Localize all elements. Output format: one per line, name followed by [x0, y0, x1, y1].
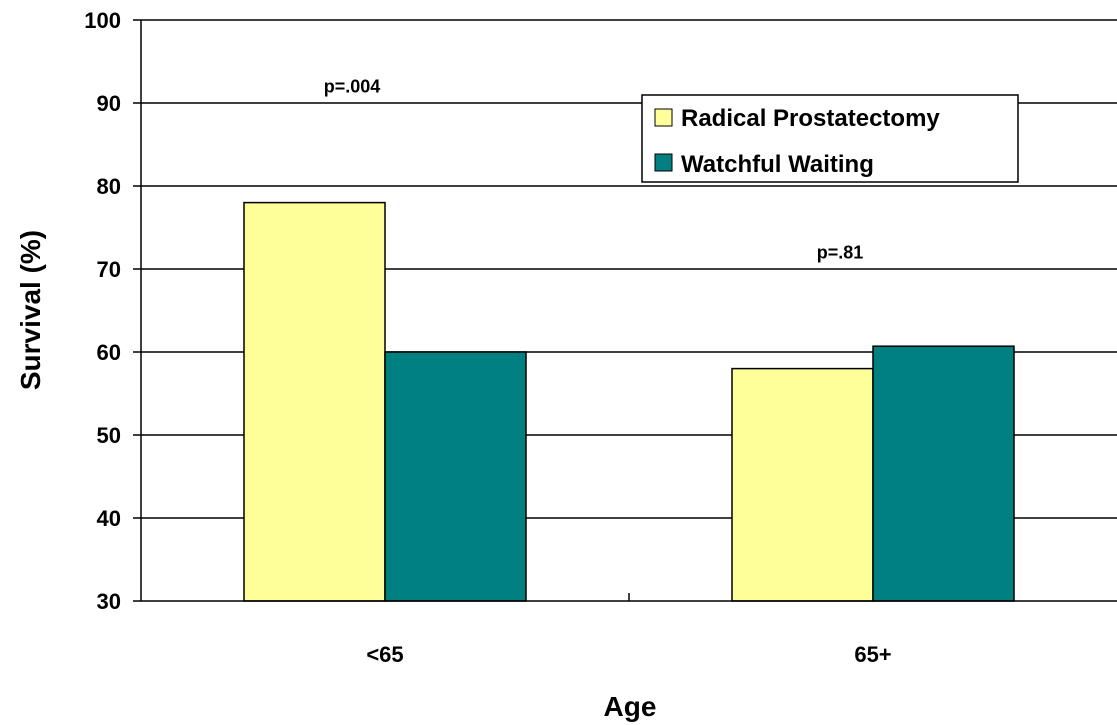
axes	[140, 20, 1117, 602]
y-tick-label-90: 90	[97, 91, 121, 116]
legend: Radical Prostatectomy Watchful Waiting	[641, 94, 1019, 183]
x-tick-label-0: <65	[366, 642, 403, 667]
x-tick-label-1: 65+	[854, 642, 891, 667]
legend-swatch-radical-prostatectomy	[654, 108, 673, 127]
y-tick-label-100: 100	[84, 8, 121, 33]
y-tick-label-60: 60	[97, 340, 121, 365]
bar-radical-prostatectomy-under-65	[243, 201, 386, 602]
y-tick-label-40: 40	[97, 506, 121, 531]
bar-radical-prostatectomy-65	[731, 367, 874, 602]
bars	[243, 201, 1015, 602]
y-axis-title: Survival (%)	[15, 230, 46, 390]
y-tick-labels: 30 40 50 60 70 80 90 100	[84, 8, 121, 614]
legend-box	[641, 94, 1019, 183]
legend-label-radical-prostatectomy: Radical Prostatectomy	[681, 105, 940, 132]
legend-swatch-watchful-waiting	[654, 153, 673, 172]
x-tick-labels: <65 65+	[366, 642, 891, 667]
y-tick-label-50: 50	[97, 423, 121, 448]
annotations: p=.004 p=.81	[324, 76, 864, 262]
x-axis-title: Age	[604, 691, 657, 722]
y-tick-label-30: 30	[97, 589, 121, 614]
p-value-annotation-0: p=.004	[324, 76, 381, 96]
y-tick-label-70: 70	[97, 257, 121, 282]
legend-label-watchful-waiting: Watchful Waiting	[681, 151, 874, 178]
bar-watchful-waiting-65	[872, 345, 1015, 602]
y-tick-label-80: 80	[97, 174, 121, 199]
bar-watchful-waiting-under-65	[384, 351, 527, 602]
p-value-annotation-1: p=.81	[817, 242, 864, 262]
